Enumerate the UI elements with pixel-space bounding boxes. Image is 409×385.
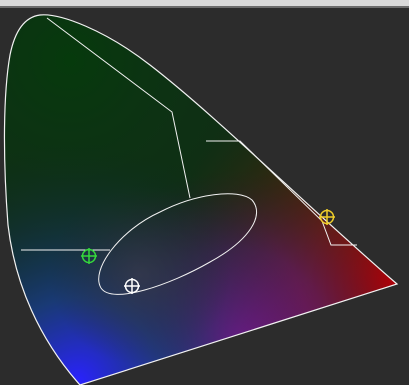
top-bar-shadow: [0, 6, 409, 8]
top-bar: [0, 0, 409, 6]
yellow-marker-crosshair-icon[interactable]: [319, 209, 335, 225]
white-marker-crosshair-icon[interactable]: [124, 278, 140, 294]
spectral-locus-outline: [3, 14, 399, 385]
gamut-boundary-line: [46, 17, 191, 199]
green-marker-crosshair-icon[interactable]: [81, 248, 97, 264]
ellipse-region: [98, 193, 257, 295]
